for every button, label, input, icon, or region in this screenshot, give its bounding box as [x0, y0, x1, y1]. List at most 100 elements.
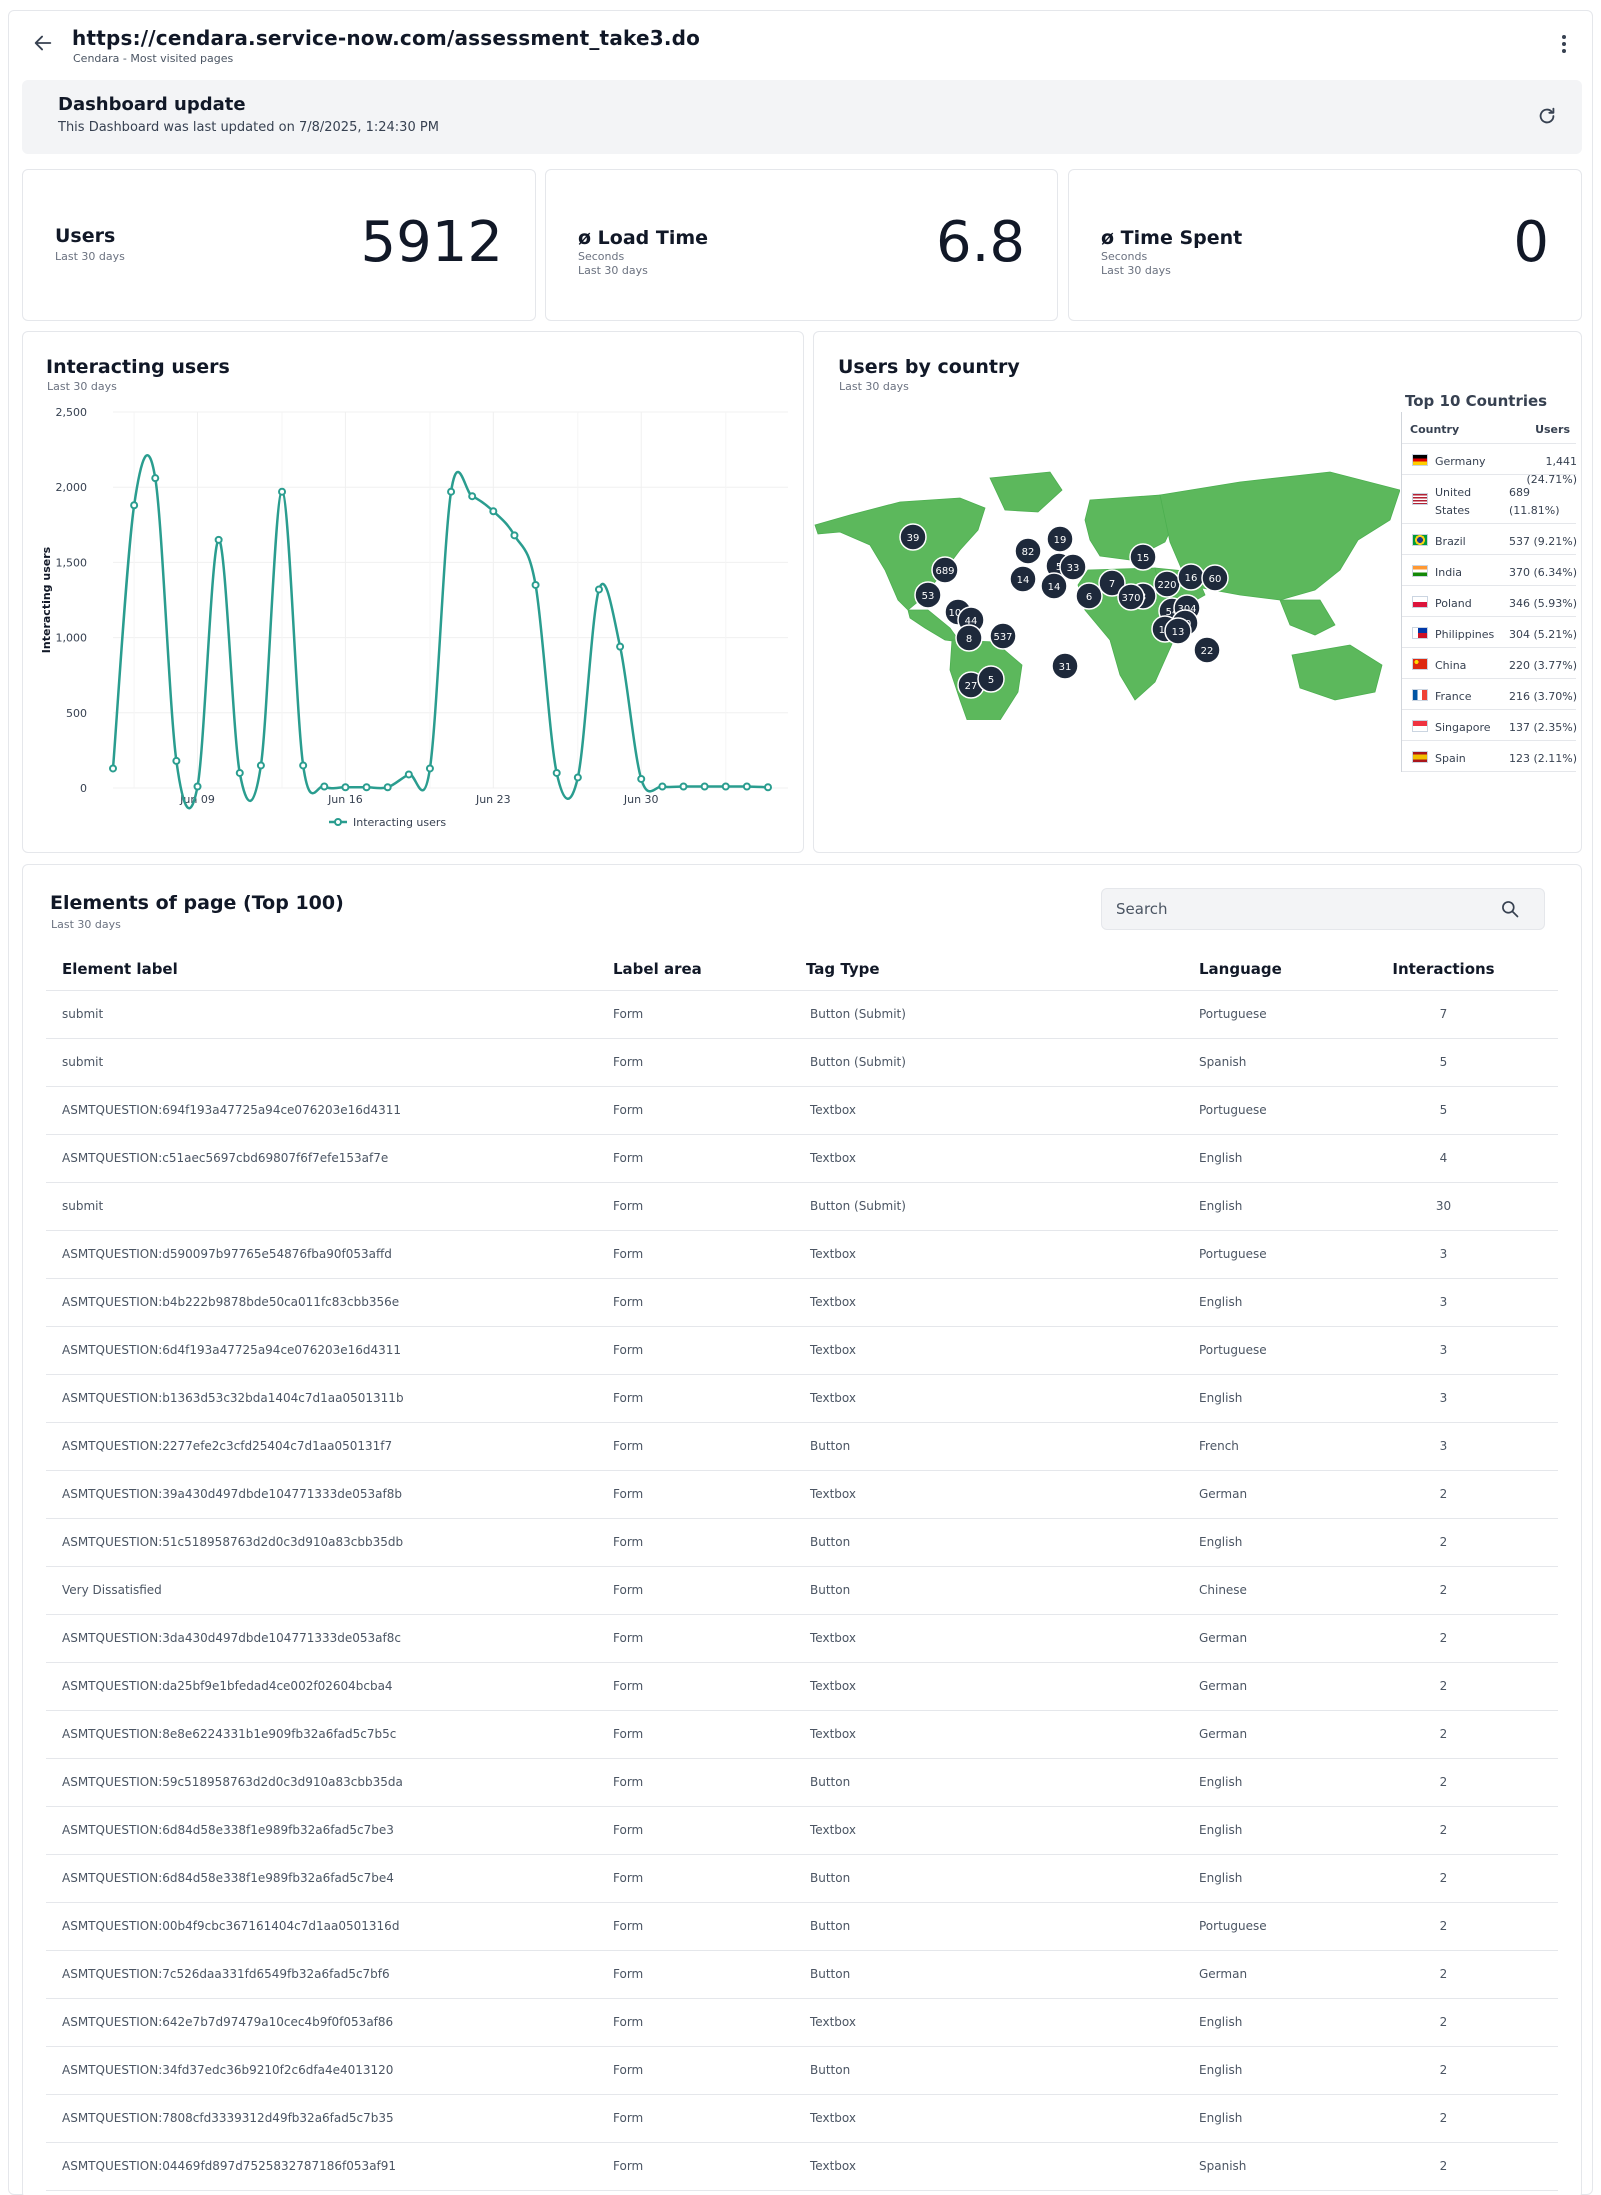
table-row[interactable]: ASMTQUESTION:b4b222b9878bde50ca011fc83cb…: [46, 1279, 1558, 1327]
table-row[interactable]: ASMTQUESTION:7c526daa331fd6549fb32a6fad5…: [46, 1951, 1558, 1999]
page-url: https://cendara.service-now.com/assessme…: [72, 26, 701, 50]
interactions-cell: 2: [1439, 1631, 1448, 1645]
country-marker-label: 39: [907, 533, 920, 544]
label-area-cell: Form: [613, 1487, 644, 1501]
table-row[interactable]: ASMTQUESTION:7808cfd3339312d49fb32a6fad5…: [46, 2095, 1558, 2143]
interactions-cell: 2: [1439, 2159, 1448, 2173]
table-row[interactable]: ASMTQUESTION:6d4f193a47725a94ce076203e16…: [46, 1327, 1558, 1375]
tag-type-cell: Textbox: [810, 1487, 856, 1501]
data-point: [468, 492, 477, 501]
data-point: [109, 764, 117, 773]
country-marker: [1075, 582, 1103, 610]
kpi-title: ø Load Time: [578, 227, 709, 249]
world-map[interactable]: 3982191468915533531472201660633705430410…: [810, 460, 1400, 720]
country-row[interactable]: Germany 1,441 (24.71%): [1402, 444, 1577, 486]
language-cell: English: [1199, 1295, 1243, 1309]
data-point: [700, 782, 709, 791]
country-marker-label: 370: [1121, 593, 1140, 604]
country-row[interactable]: Poland 346 (5.93%): [1402, 586, 1577, 617]
label-area-cell: Form: [613, 1199, 644, 1213]
back-arrow-icon[interactable]: [32, 32, 54, 54]
country-row[interactable]: India 370 (6.34%): [1402, 555, 1577, 586]
more-options-icon[interactable]: [1554, 32, 1574, 56]
element-label-cell: ASMTQUESTION:8e8e6224331b1e909fb32a6fad5…: [62, 1727, 397, 1741]
col-element-label[interactable]: Element label: [62, 960, 178, 978]
table-row[interactable]: ASMTQUESTION:694f193a47725a94ce076203e16…: [46, 1087, 1558, 1135]
table-row[interactable]: Very Dissatisfied Form Button Chinese 2: [46, 1567, 1558, 1615]
search-input[interactable]: [1116, 889, 1496, 929]
country-row[interactable]: Philippines 304 (5.21%): [1402, 617, 1577, 648]
language-cell: English: [1199, 1775, 1243, 1789]
search-icon[interactable]: [1500, 899, 1520, 919]
country-name: United States: [1435, 486, 1472, 517]
table-row[interactable]: ASMTQUESTION:3da430d497dbde104771333de05…: [46, 1615, 1558, 1663]
table-row[interactable]: ASMTQUESTION:2277efe2c3cfd25404c7d1aa050…: [46, 1423, 1558, 1471]
country-users: 123 (2.11%): [1508, 752, 1577, 765]
table-row[interactable]: ASMTQUESTION:04469fd897d7525832787186f05…: [46, 2143, 1558, 2191]
top-countries-table: Country Users Germany 1,441 (24.71%) Unite…: [1401, 412, 1577, 772]
kpi-title: ø Time Spent: [1101, 227, 1243, 249]
table-row[interactable]: submit Form Button (Submit) Portuguese 7: [46, 991, 1558, 1039]
label-area-cell: Form: [613, 1055, 644, 1069]
tag-type-cell: Textbox: [810, 2159, 856, 2173]
country-row[interactable]: United States 689 (11.81%): [1402, 475, 1576, 524]
table-row[interactable]: ASMTQUESTION:c51aec5697cbd69807f6f7efe15…: [46, 1135, 1558, 1183]
element-label-cell: ASMTQUESTION:7c526daa331fd6549fb32a6fad5…: [62, 1967, 390, 1981]
flag-fr-icon: [1412, 689, 1428, 701]
language-cell: English: [1199, 1823, 1243, 1837]
table-row[interactable]: ASMTQUESTION:6d84d58e338f1e989fb32a6fad5…: [46, 1855, 1558, 1903]
table-row[interactable]: ASMTQUESTION:da25bf9e1bfedad4ce002f02604…: [46, 1663, 1558, 1711]
interactions-cell: 5: [1439, 1055, 1448, 1069]
col-label-area[interactable]: Label area: [613, 960, 702, 978]
country-row[interactable]: Singapore 137 (2.35%): [1402, 710, 1577, 741]
legend-marker: [334, 818, 342, 826]
country-marker-label: 22: [1201, 646, 1214, 657]
table-row[interactable]: submit Form Button (Submit) Spanish 5: [46, 1039, 1558, 1087]
country-row[interactable]: China 220 (3.77%): [1402, 648, 1577, 679]
data-point: [214, 535, 223, 544]
label-area-cell: Form: [613, 1439, 644, 1453]
country-row[interactable]: France 216 (3.70%): [1402, 679, 1577, 710]
kpi-card-load-time: ø Load Time Seconds Last 30 days 6.8: [545, 169, 1058, 321]
col-interactions[interactable]: Interactions: [1392, 960, 1495, 978]
interactions-cell: 2: [1439, 1919, 1448, 1933]
country-name: Poland: [1435, 597, 1472, 610]
table-row[interactable]: ASMTQUESTION:34fd37edc36b9210f2c6dfa4e40…: [46, 2047, 1558, 2095]
x-tick-label: Jun 16: [327, 793, 363, 806]
col-tag-type[interactable]: Tag Type: [806, 960, 880, 978]
tag-type-cell: Button: [810, 1535, 851, 1549]
country-row[interactable]: Spain 123 (2.11%): [1402, 741, 1577, 772]
table-row[interactable]: ASMTQUESTION:51c518958763d2d0c3d910a83cb…: [46, 1519, 1558, 1567]
label-area-cell: Form: [613, 1535, 644, 1549]
table-row[interactable]: ASMTQUESTION:b1363d53c32bda1404c7d1aa050…: [46, 1375, 1558, 1423]
table-row[interactable]: ASMTQUESTION:6d84d58e338f1e989fb32a6fad5…: [46, 1807, 1558, 1855]
y-tick-label: 1,500: [56, 556, 88, 569]
data-point: [341, 783, 350, 792]
data-point: [637, 774, 646, 783]
table-row[interactable]: ASMTQUESTION:642e7b7d97479a10cec4b9f0f05…: [46, 1999, 1558, 2047]
table-row[interactable]: ASMTQUESTION:59c518958763d2d0c3d910a83cb…: [46, 1759, 1558, 1807]
element-label-cell: ASMTQUESTION:04469fd897d7525832787186f05…: [62, 2159, 397, 2173]
table-row[interactable]: ASMTQUESTION:8e8e6224331b1e909fb32a6fad5…: [46, 1711, 1558, 1759]
table-row[interactable]: ASMTQUESTION:00b4f9cbc367161404c7d1aa050…: [46, 1903, 1558, 1951]
tag-type-cell: Button: [810, 1919, 851, 1933]
country-marker-label: 689: [935, 566, 954, 577]
card-title: Users by country: [838, 356, 1020, 378]
x-tick-label: Jun 23: [475, 793, 511, 806]
table-row[interactable]: ASMTQUESTION:d590097b97765e54876fba90f05…: [46, 1231, 1558, 1279]
col-language[interactable]: Language: [1199, 960, 1282, 978]
flag-in-icon: [1412, 565, 1428, 577]
data-point: [193, 782, 202, 791]
label-area-cell: Form: [613, 1103, 644, 1117]
data-point: [425, 764, 434, 773]
country-users: 537 (9.21%): [1508, 535, 1577, 548]
north-america-land: [814, 497, 986, 611]
label-area-cell: Form: [613, 1247, 644, 1261]
refresh-icon[interactable]: [1536, 105, 1558, 127]
top-countries-header: Country Users: [1402, 412, 1576, 444]
country-marker-label: 14: [1017, 575, 1030, 586]
country-row[interactable]: Brazil 537 (9.21%): [1402, 524, 1577, 555]
table-row[interactable]: submit Form Button (Submit) English 30: [46, 1183, 1558, 1231]
search-box: [1101, 888, 1545, 930]
table-row[interactable]: ASMTQUESTION:39a430d497dbde104771333de05…: [46, 1471, 1558, 1519]
